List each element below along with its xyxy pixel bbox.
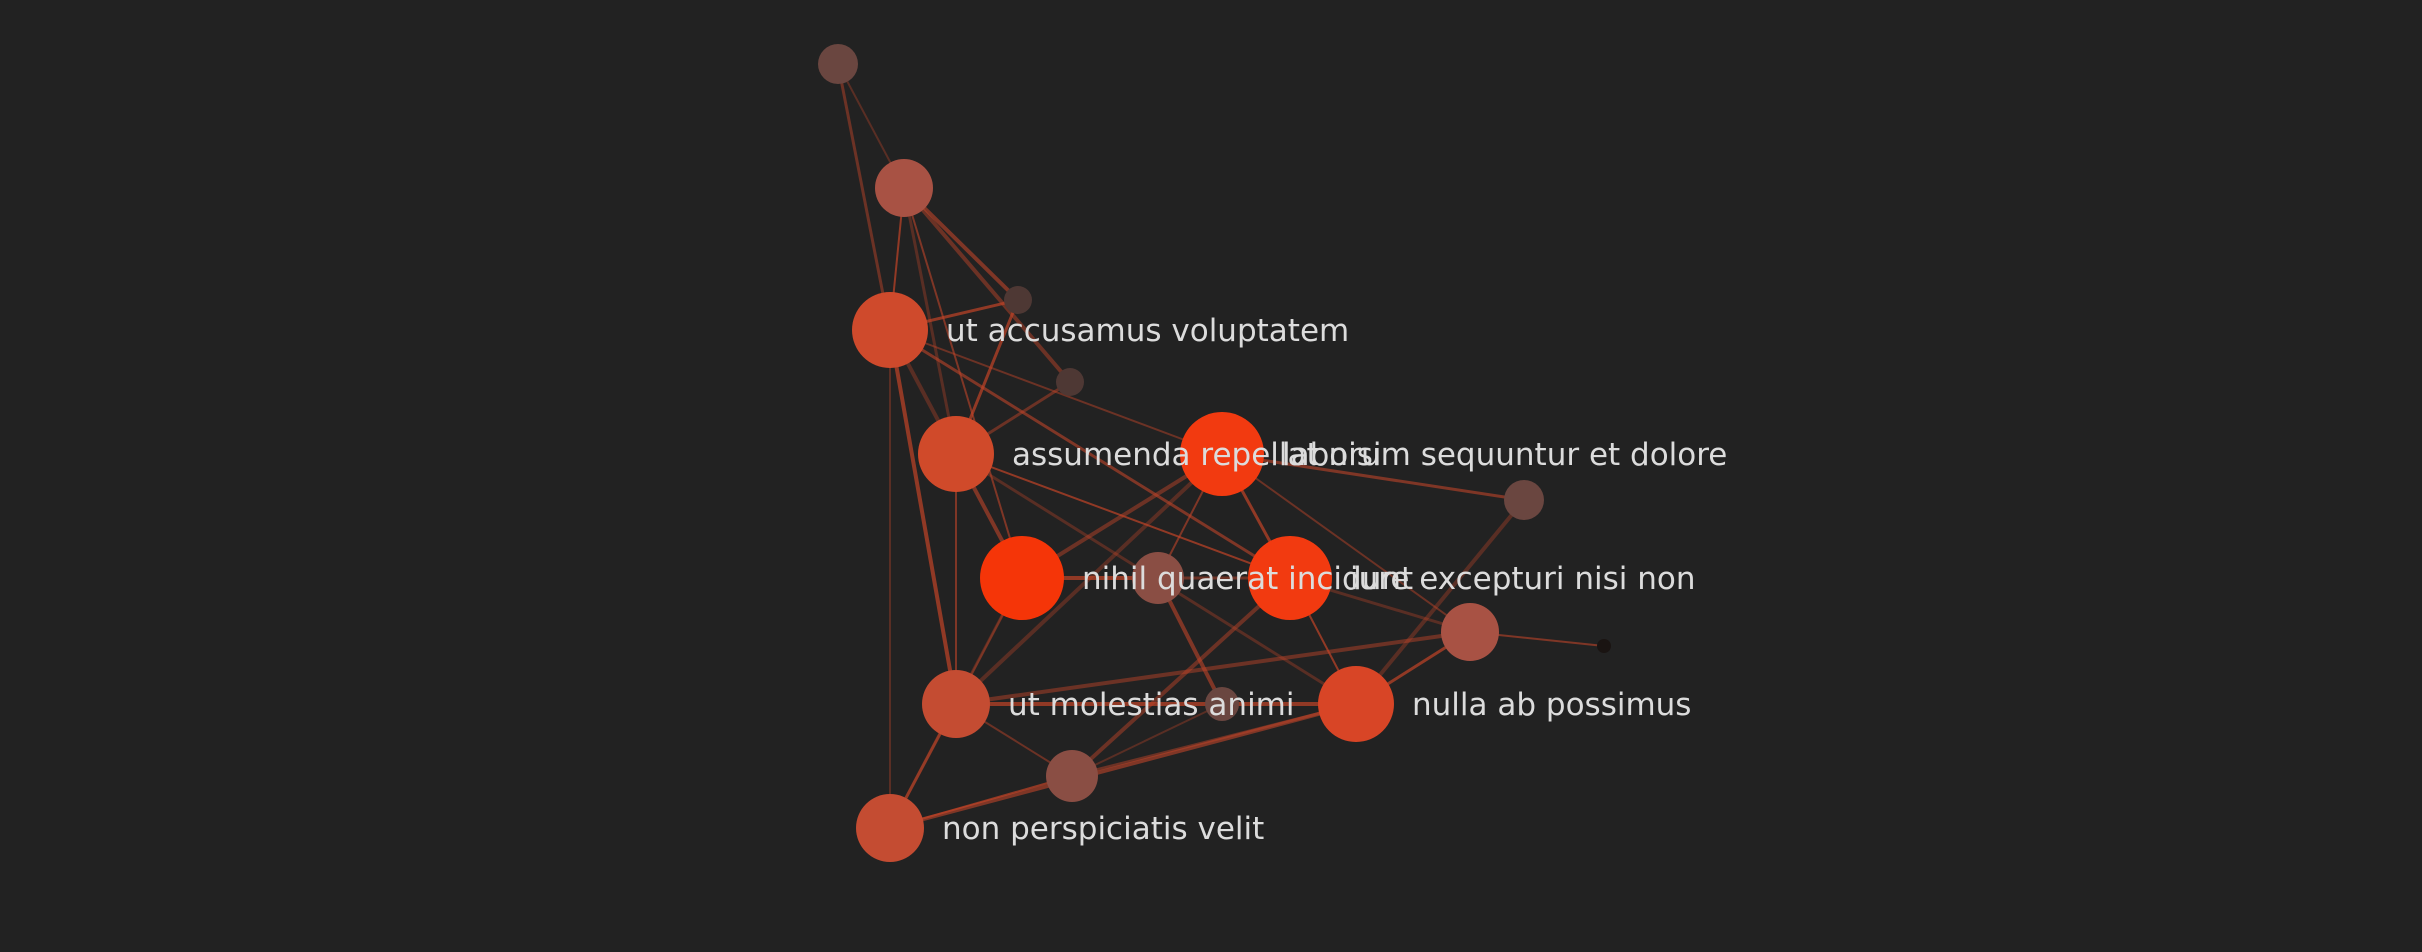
graph-edge [1070,576,1292,778]
graph-edge [903,187,1023,579]
graph-node-n12[interactable] [1441,603,1499,661]
graph-node-label: assumenda repellat nisi [1012,437,1382,473]
graph-node-n17[interactable] [1046,750,1098,802]
graph-node-n8[interactable] [1504,480,1544,520]
graph-node-label: laborum sequuntur et dolore [1282,437,1727,473]
graph-node-n14[interactable] [922,670,990,738]
graph-node-n18[interactable] [856,794,924,862]
graph-edge [888,328,1292,580]
nodes-layer [818,44,1611,862]
graph-edge [888,702,1358,830]
labels-layer: ut accusamus voluptatem assumenda repella… [942,313,1727,847]
graph-node-n7[interactable] [1180,412,1264,496]
graph-edge [954,630,1472,706]
graph-node-n9[interactable] [980,536,1064,620]
graph-edge [836,62,892,332]
graph-edge [902,186,1072,384]
graph-edge [1220,452,1526,502]
graph-node-n4[interactable] [852,292,928,368]
graph-node-label: iure excepturi nisi non [1350,561,1696,597]
graph-node-label: non perspiciatis velit [942,811,1264,847]
graph-edge [888,328,958,706]
graph-node-n11[interactable] [1248,536,1332,620]
graph-node-label: nihil quaerat incidunt [1082,561,1413,597]
graph-node-n5[interactable] [1056,368,1084,396]
graph-node-n10[interactable] [1132,552,1184,604]
graph-node-n1[interactable] [818,44,858,84]
graph-node-n15[interactable] [1205,687,1239,721]
graph-node-label: ut accusamus voluptatem [946,313,1349,349]
graph-edge [955,453,1291,579]
graph-edge [1354,498,1526,706]
graph-node-n13[interactable] [1597,639,1611,653]
graph-edge [889,329,1223,455]
graph-node-label: nulla ab possimus [1412,687,1691,723]
graph-edge [1071,703,1223,777]
graph-edge [1221,453,1471,633]
graph-node-n16[interactable] [1318,666,1394,742]
graph-node-n2[interactable] [875,159,933,217]
graph-node-label: ut molestias animi [1008,687,1295,723]
graph-node-n6[interactable] [918,416,994,492]
graph-node-n3[interactable] [1004,286,1032,314]
